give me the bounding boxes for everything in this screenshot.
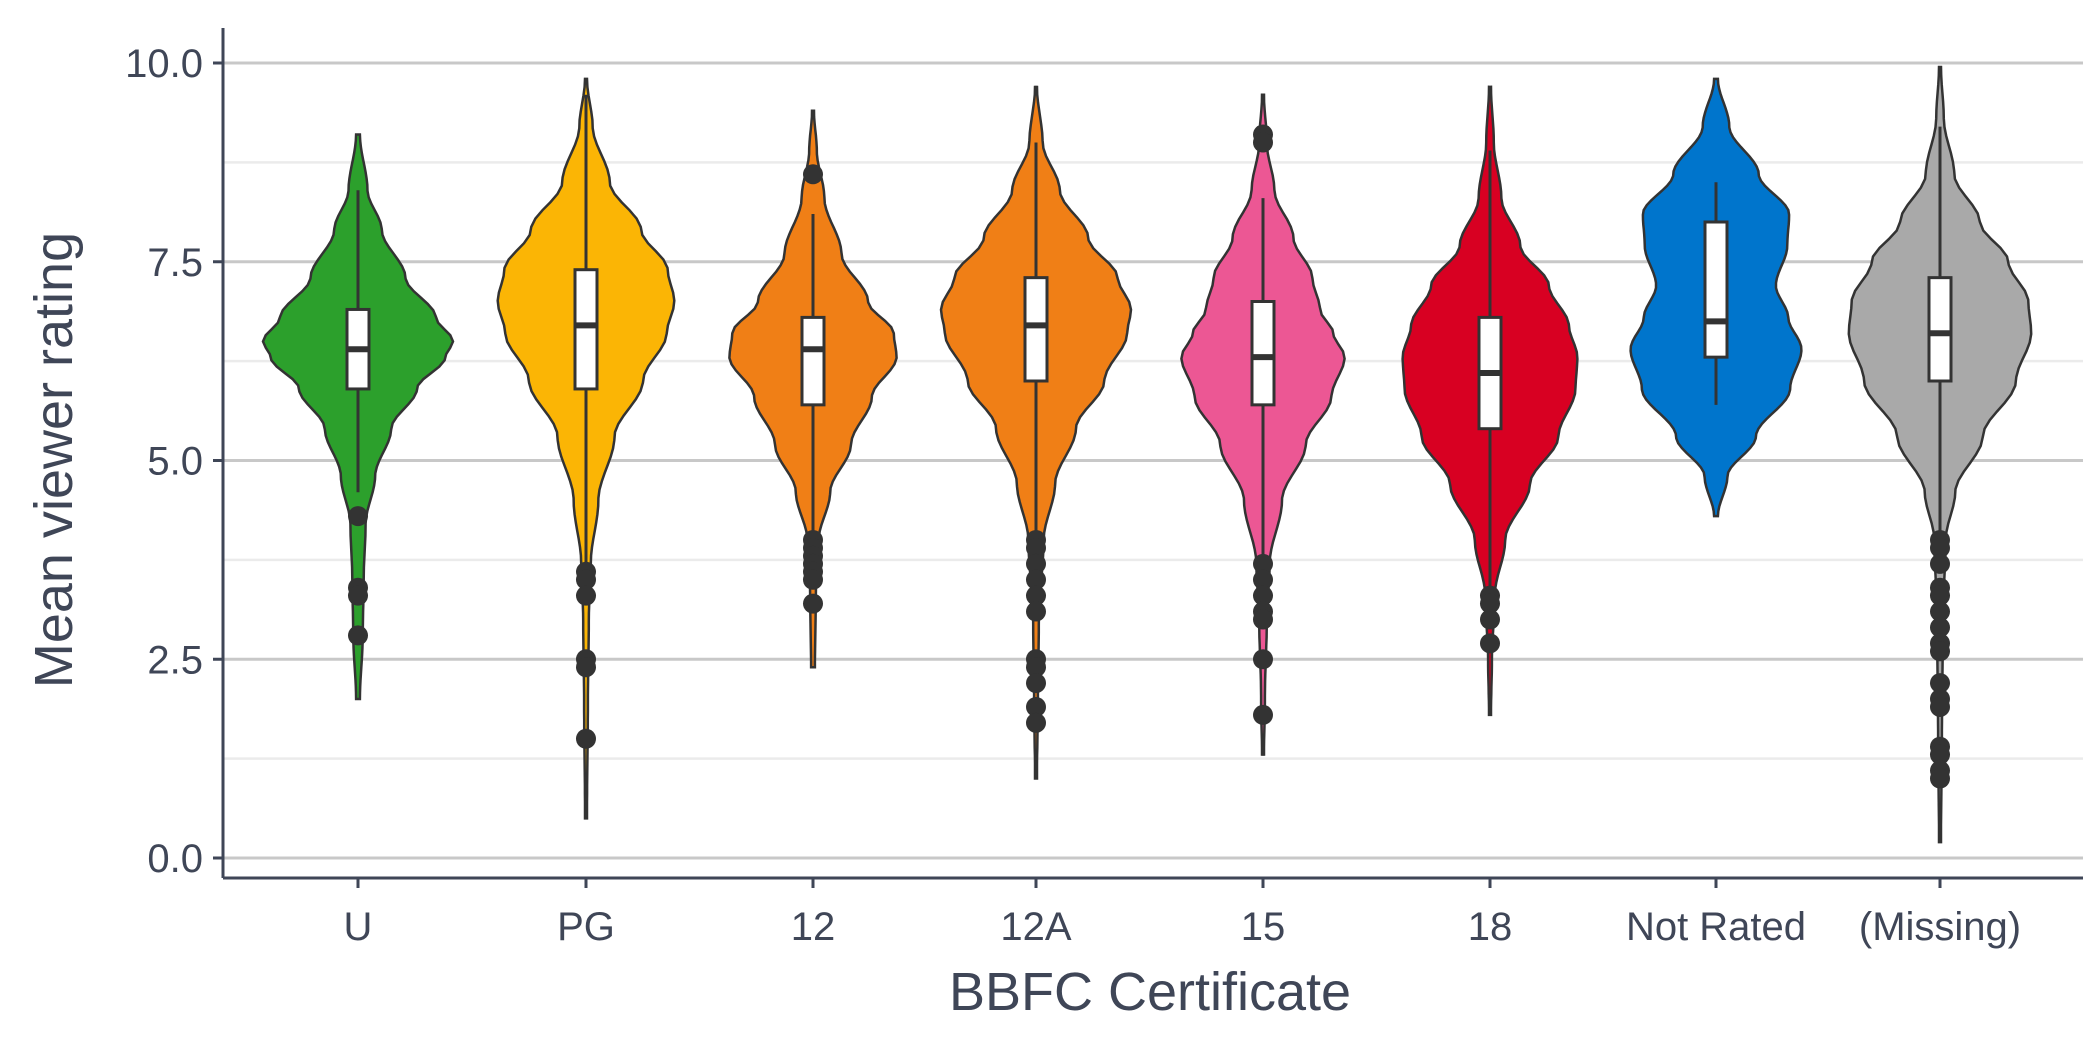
- x-tick-label: (Missing): [1859, 905, 2021, 949]
- box-iqr: [573, 268, 599, 391]
- box-iqr: [1927, 276, 1953, 383]
- outlier-point: [1253, 553, 1273, 574]
- violin-group: [496, 77, 676, 820]
- outlier-point: [576, 728, 596, 749]
- axes: [221, 28, 2083, 880]
- outlier-point: [576, 585, 596, 606]
- outlier-point: [803, 569, 823, 590]
- outlier-point: [1480, 593, 1500, 614]
- violin-group: [939, 85, 1133, 780]
- outlier-point: [1253, 704, 1273, 725]
- outlier-point: [1253, 132, 1273, 153]
- y-ticks: 0.0 2.5 5.0 7.5 10.0: [125, 42, 223, 881]
- outlier-point: [1026, 657, 1046, 678]
- outlier-point: [1930, 768, 1950, 789]
- x-axis-title: BBFC Certificate: [949, 962, 1351, 1022]
- x-ticks: U PG 12 12A 15 18 Not Rated (Missing): [344, 878, 2021, 949]
- outlier-point: [1930, 641, 1950, 662]
- box-iqr: [1250, 300, 1276, 407]
- x-tick-label: 15: [1241, 905, 1286, 949]
- x-tick-label: 12A: [1000, 905, 1071, 949]
- outlier-point: [1026, 585, 1046, 606]
- y-axis-title: Mean viewer rating: [24, 232, 84, 688]
- outlier-point: [1930, 673, 1950, 694]
- outlier-point: [1930, 585, 1950, 606]
- outlier-point: [1026, 601, 1046, 622]
- outlier-point: [576, 569, 596, 590]
- outlier-point: [1930, 601, 1950, 622]
- outlier-point: [1026, 553, 1046, 574]
- outlier-point: [1026, 569, 1046, 590]
- violins: [261, 65, 2033, 844]
- outlier-point: [348, 625, 368, 646]
- violin-group: [1180, 93, 1346, 756]
- outlier-point: [1026, 673, 1046, 694]
- outlier-point: [1480, 609, 1500, 630]
- outlier-point: [1930, 553, 1950, 574]
- outlier-point: [1930, 617, 1950, 638]
- x-tick-label: Not Rated: [1626, 905, 1806, 949]
- outlier-point: [803, 164, 823, 185]
- box-iqr: [1023, 276, 1049, 383]
- outlier-point: [1253, 609, 1273, 630]
- y-tick-label: 10.0: [125, 42, 203, 86]
- y-tick-label: 7.5: [147, 241, 203, 285]
- box-iqr: [1703, 220, 1729, 359]
- outlier-point: [1480, 633, 1500, 654]
- outlier-point: [1253, 585, 1273, 606]
- violin-group: [1401, 85, 1579, 717]
- outlier-point: [1930, 696, 1950, 717]
- outlier-point: [1253, 649, 1273, 670]
- x-tick-label: U: [344, 905, 373, 949]
- outlier-point: [348, 506, 368, 527]
- outlier-point: [1026, 537, 1046, 558]
- x-tick-label: 12: [791, 905, 836, 949]
- y-tick-label: 0.0: [147, 837, 203, 881]
- y-tick-label: 2.5: [147, 638, 203, 682]
- violin-group: [261, 133, 455, 701]
- outlier-point: [1253, 569, 1273, 590]
- outlier-point: [576, 657, 596, 678]
- y-tick-label: 5.0: [147, 440, 203, 484]
- outlier-point: [803, 593, 823, 614]
- x-tick-label: 18: [1468, 905, 1513, 949]
- violin-group: [1629, 77, 1803, 518]
- outlier-point: [1930, 744, 1950, 765]
- box-iqr: [800, 315, 826, 407]
- grid-lines: [223, 61, 2083, 860]
- violin-group: [728, 109, 898, 669]
- outlier-point: [1930, 537, 1950, 558]
- violin-group: [1847, 65, 2033, 844]
- outlier-point: [1026, 696, 1046, 717]
- x-tick-label: PG: [557, 905, 615, 949]
- outlier-point: [1026, 712, 1046, 733]
- outlier-point: [348, 585, 368, 606]
